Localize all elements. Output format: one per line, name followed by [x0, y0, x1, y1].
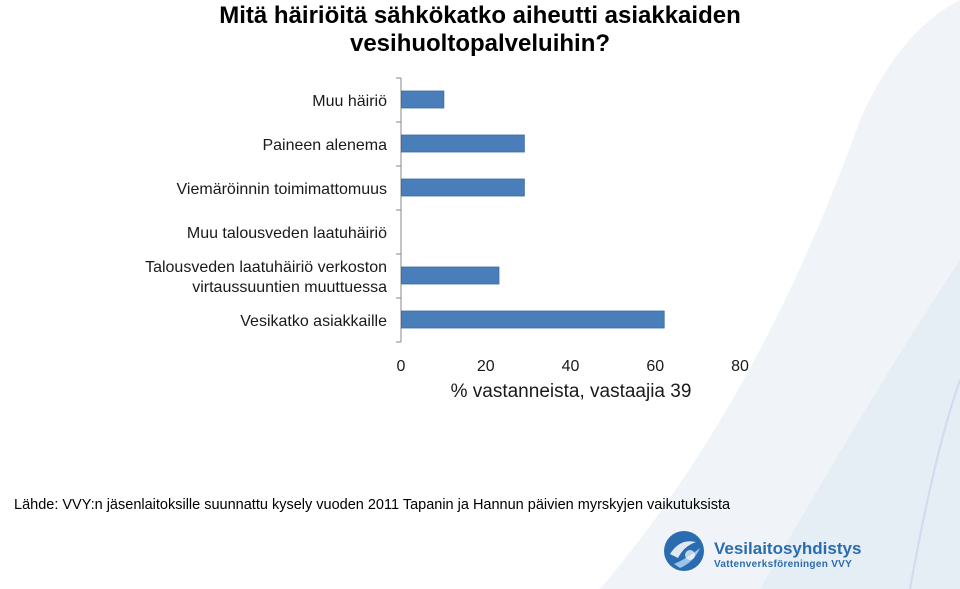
bar: [401, 134, 525, 153]
x-tick-label: 40: [562, 358, 580, 375]
x-axis-label: % vastanneista, vastaajia 39: [451, 381, 692, 402]
logo-subtitle: Vattenverksföreningen VVY: [714, 559, 853, 570]
category-label: Viemäröinnin toimimattomuus: [177, 181, 387, 198]
logo: Vesilaitosyhdistys Vattenverksföreningen…: [662, 528, 862, 578]
water-drop-logo-icon: [664, 531, 704, 571]
bar: [401, 266, 500, 285]
x-tick-label: 0: [397, 358, 406, 375]
bar-chart: Muu häiriö Paineen alenema Viemäröinnin to…: [145, 77, 749, 402]
source-note: Lähde: VVY:n jäsenlaitoksille suunnattu …: [14, 497, 731, 513]
title-line-1: Mitä häiriöitä sähkökatko aiheutti asiak…: [219, 2, 741, 29]
category-label: Paineen alenema: [262, 137, 387, 154]
category-label: Muu häiriö: [312, 93, 387, 110]
x-tick-label: 80: [731, 358, 749, 375]
x-tick-label: 20: [477, 358, 495, 375]
bar: [401, 90, 445, 109]
bar: [401, 310, 665, 329]
logo-name: Vesilaitosyhdistys: [714, 539, 862, 558]
category-label: Talousveden laatuhäiriö verkoston virtaus…: [145, 259, 387, 296]
bar: [401, 178, 525, 197]
category-label: Muu talousveden laatuhäiriö: [187, 225, 387, 242]
category-label: Vesikatko asiakkaille: [240, 313, 387, 330]
title-line-2: vesihuoltopalveluihin?: [349, 30, 611, 57]
x-tick-label: 60: [646, 358, 664, 375]
page-title: Mitä häiriöitä sähkökatko aiheutti asiak…: [120, 2, 840, 58]
